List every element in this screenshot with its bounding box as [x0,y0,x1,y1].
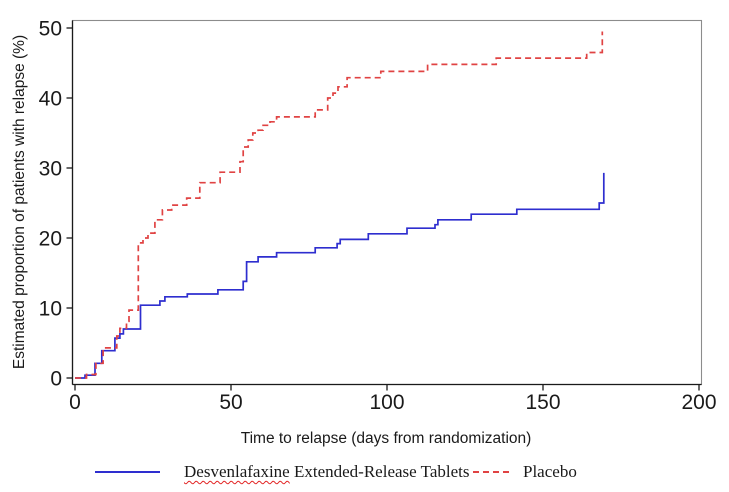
legend-item-placebo: Placebo [473,462,577,482]
legend-label-desvenlafaxine: Desvenlafaxine Extended-Release Tablets [184,462,470,482]
legend-item-desvenlafaxine: Desvenlafaxine Extended-Release Tablets [95,462,470,482]
y-tick-label: 40 [39,88,62,111]
y-tick-label: 20 [39,228,62,251]
x-axis-title: Time to relapse (days from randomization… [241,430,532,447]
legend-line-swatch-desvenlafaxine [95,471,160,473]
legend-label-underlined-word: Desvenlafaxine [184,462,290,481]
x-tick-label: 0 [69,391,81,414]
x-tick-label: 150 [525,391,560,414]
y-tick-label: 10 [39,298,62,321]
legend-label-placebo: Placebo [523,462,577,481]
y-tick-label: 0 [50,368,62,391]
axis-ticks: 0 50 100 150 200 0 10 20 30 40 50 [39,18,717,415]
series-curves [75,31,605,379]
legend: Desvenlafaxine Extended-Release Tablets … [0,462,729,488]
x-tick-label: 100 [369,391,404,414]
series-line-placebo [75,31,604,379]
legend-label-rest: Extended-Release Tablets [293,462,470,481]
x-tick-label: 200 [681,391,716,414]
legend-line-swatch-placebo [473,471,509,473]
plot-frame [71,19,703,386]
series-line-desvenlafaxine [75,172,605,379]
y-axis-title: Estimated proportion of patients with re… [11,35,28,369]
x-tick-label: 50 [219,391,242,414]
y-tick-label: 50 [39,18,62,41]
y-tick-label: 30 [39,158,62,181]
